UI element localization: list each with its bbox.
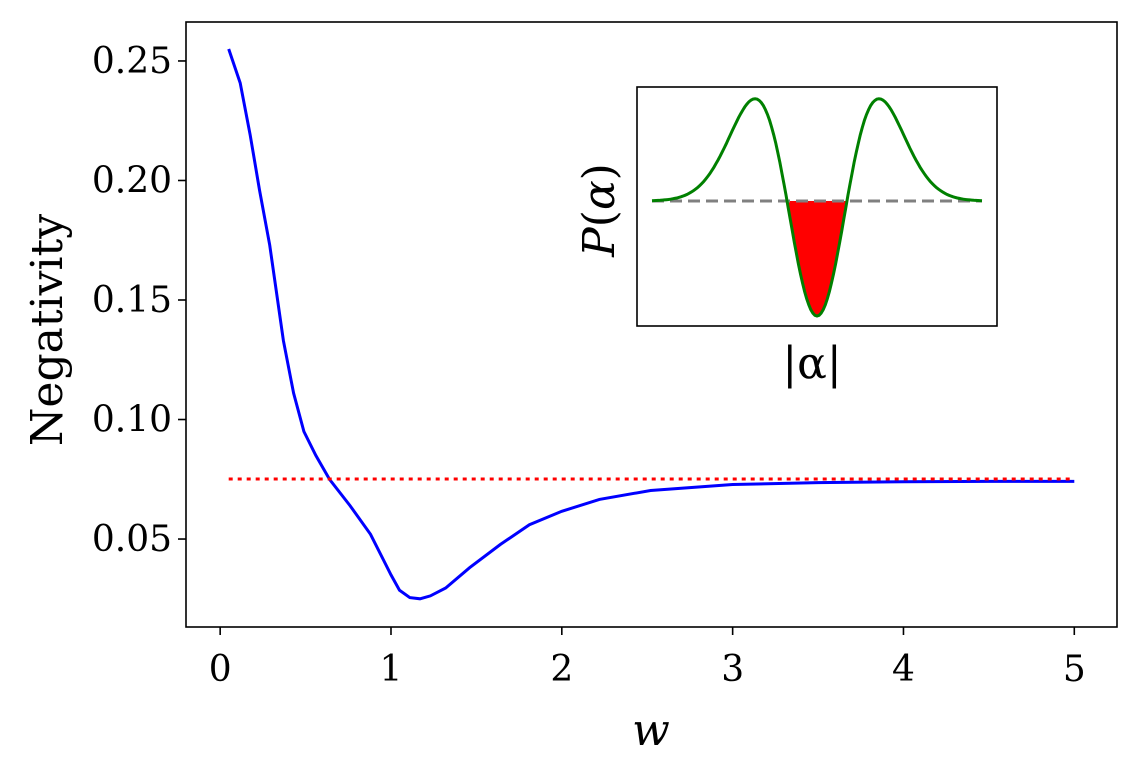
x-tick-label: 4 — [892, 649, 915, 690]
x-tick-label: 3 — [721, 649, 744, 690]
main-plot: 0 1 2 3 4 5 0.05 0.10 0.15 0.20 0.25 — [92, 21, 1118, 690]
inset-plot — [636, 86, 998, 327]
y-tick-label: 0.25 — [92, 41, 172, 82]
inset-y-label-open: ( — [574, 210, 625, 227]
x-axis-label: w — [632, 705, 670, 756]
x-tick-label: 2 — [550, 649, 573, 690]
y-tick-label: 0.05 — [92, 519, 172, 560]
negative-region-fill — [787, 201, 847, 316]
inset-y-label-var: α — [574, 180, 625, 210]
y-tick-label: 0.15 — [92, 280, 172, 321]
inset-y-label-close: ) — [574, 163, 625, 180]
y-tick-label: 0.20 — [92, 160, 172, 201]
x-tick-label: 1 — [380, 649, 403, 690]
inset-y-label: P(α) — [574, 163, 625, 258]
series-line-negativity — [227, 48, 1075, 601]
y-axis-label: Negativity — [22, 214, 73, 446]
x-tick-label: 5 — [1063, 649, 1086, 690]
quasiprobability-curve — [651, 97, 983, 318]
y-tick-label: 0.10 — [92, 400, 172, 441]
inset-x-label: |α| — [782, 338, 841, 389]
plot-frame — [185, 21, 1118, 628]
x-tick-label: 0 — [209, 649, 232, 690]
